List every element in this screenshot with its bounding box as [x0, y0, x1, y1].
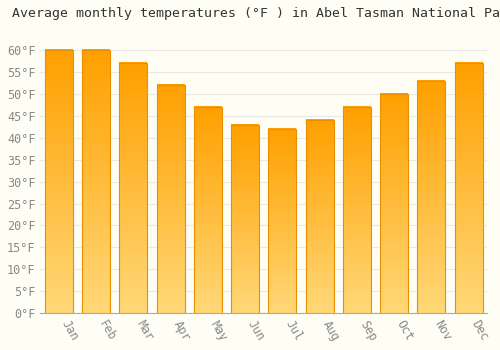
Bar — [268, 129, 296, 313]
Bar — [454, 63, 482, 313]
Bar — [120, 63, 148, 313]
Bar — [343, 107, 371, 313]
Bar — [156, 85, 184, 313]
Bar — [194, 107, 222, 313]
Bar — [380, 94, 408, 313]
Bar — [306, 120, 334, 313]
Title: Average monthly temperatures (°F ) in Abel Tasman National Park: Average monthly temperatures (°F ) in Ab… — [12, 7, 500, 20]
Bar — [418, 81, 446, 313]
Bar — [82, 50, 110, 313]
Bar — [45, 50, 73, 313]
Bar — [231, 125, 259, 313]
